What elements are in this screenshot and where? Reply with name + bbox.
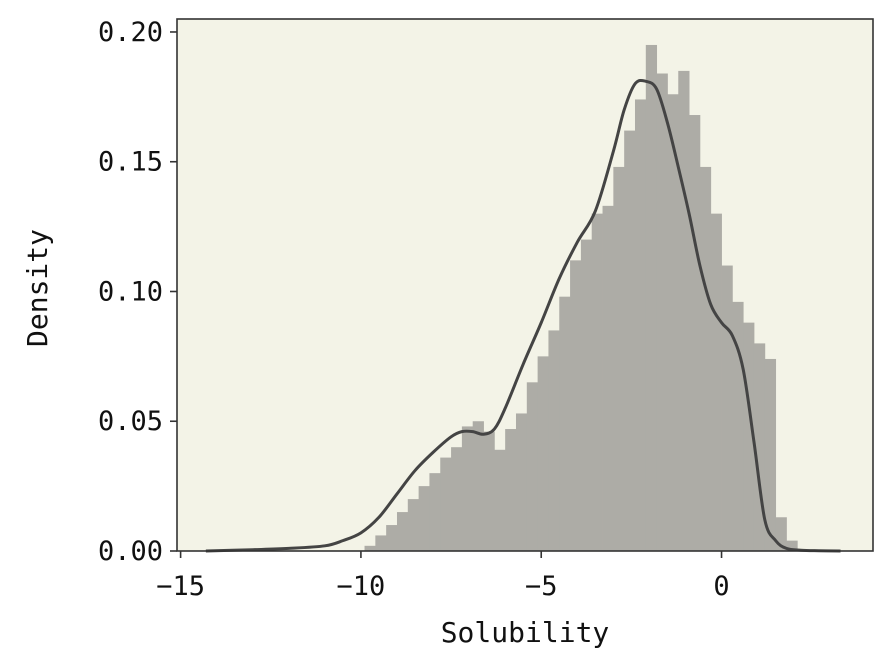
histogram-bar	[775, 517, 787, 551]
histogram-bar	[429, 473, 441, 551]
histogram-bar	[743, 322, 755, 551]
histogram-bar	[396, 512, 409, 551]
histogram-bar	[440, 457, 452, 551]
histogram-bar	[591, 213, 603, 551]
histogram-bar	[645, 44, 658, 551]
histogram-bar	[537, 356, 549, 551]
histogram-bars	[364, 44, 798, 552]
y-tick-label: 0.00	[98, 536, 163, 567]
histogram-bar	[656, 73, 668, 551]
y-tick-label: 0.15	[98, 147, 163, 178]
x-tick-label: −5	[525, 571, 558, 602]
histogram-bar	[364, 545, 376, 551]
histogram-bar	[689, 115, 701, 552]
y-tick-label: 0.05	[98, 406, 163, 437]
x-tick-label: −15	[156, 571, 205, 602]
histogram-bar	[721, 265, 733, 551]
histogram-bar	[526, 382, 539, 551]
kde-curve	[205, 78, 841, 553]
histogram-bar	[375, 535, 387, 551]
y-axis: 0.00 0.05 0.10 0.15 0.20	[98, 17, 177, 567]
x-tick-label: −10	[337, 571, 386, 602]
histogram-bar	[548, 330, 560, 551]
histogram-bar	[386, 525, 398, 551]
histogram-bar	[613, 166, 625, 552]
x-axis: −15 −10 −5 0	[156, 551, 730, 602]
histogram-bar	[407, 499, 420, 551]
histogram-bar	[753, 343, 766, 551]
histogram-bar	[461, 426, 474, 551]
histogram-bar	[451, 447, 463, 551]
histogram-bar	[505, 429, 517, 551]
y-tick-label: 0.10	[98, 276, 163, 307]
histogram-bar	[418, 486, 430, 551]
histogram-bar	[710, 213, 722, 551]
histogram-bar	[472, 421, 484, 551]
histogram-bar	[515, 413, 528, 551]
y-axis-label: Density	[21, 229, 54, 347]
histogram-bar	[678, 70, 690, 551]
x-axis-label: Solubility	[441, 616, 610, 649]
histogram-bar	[764, 358, 777, 551]
histogram-bar	[602, 205, 614, 551]
histogram-bar	[699, 166, 712, 552]
histogram-bar	[559, 296, 571, 551]
histogram-bar	[624, 130, 636, 551]
x-tick-label: 0	[713, 571, 729, 602]
histogram-bar	[570, 260, 582, 551]
histogram-bar	[483, 431, 495, 551]
histogram-bar	[732, 301, 744, 551]
histogram-bar	[634, 99, 647, 551]
histogram-bar	[786, 540, 798, 551]
plot-frame	[176, 18, 874, 552]
y-tick-label: 0.20	[98, 17, 163, 48]
histogram-bar	[494, 449, 506, 551]
histogram-bar	[667, 94, 679, 551]
histogram-bar	[580, 239, 593, 551]
